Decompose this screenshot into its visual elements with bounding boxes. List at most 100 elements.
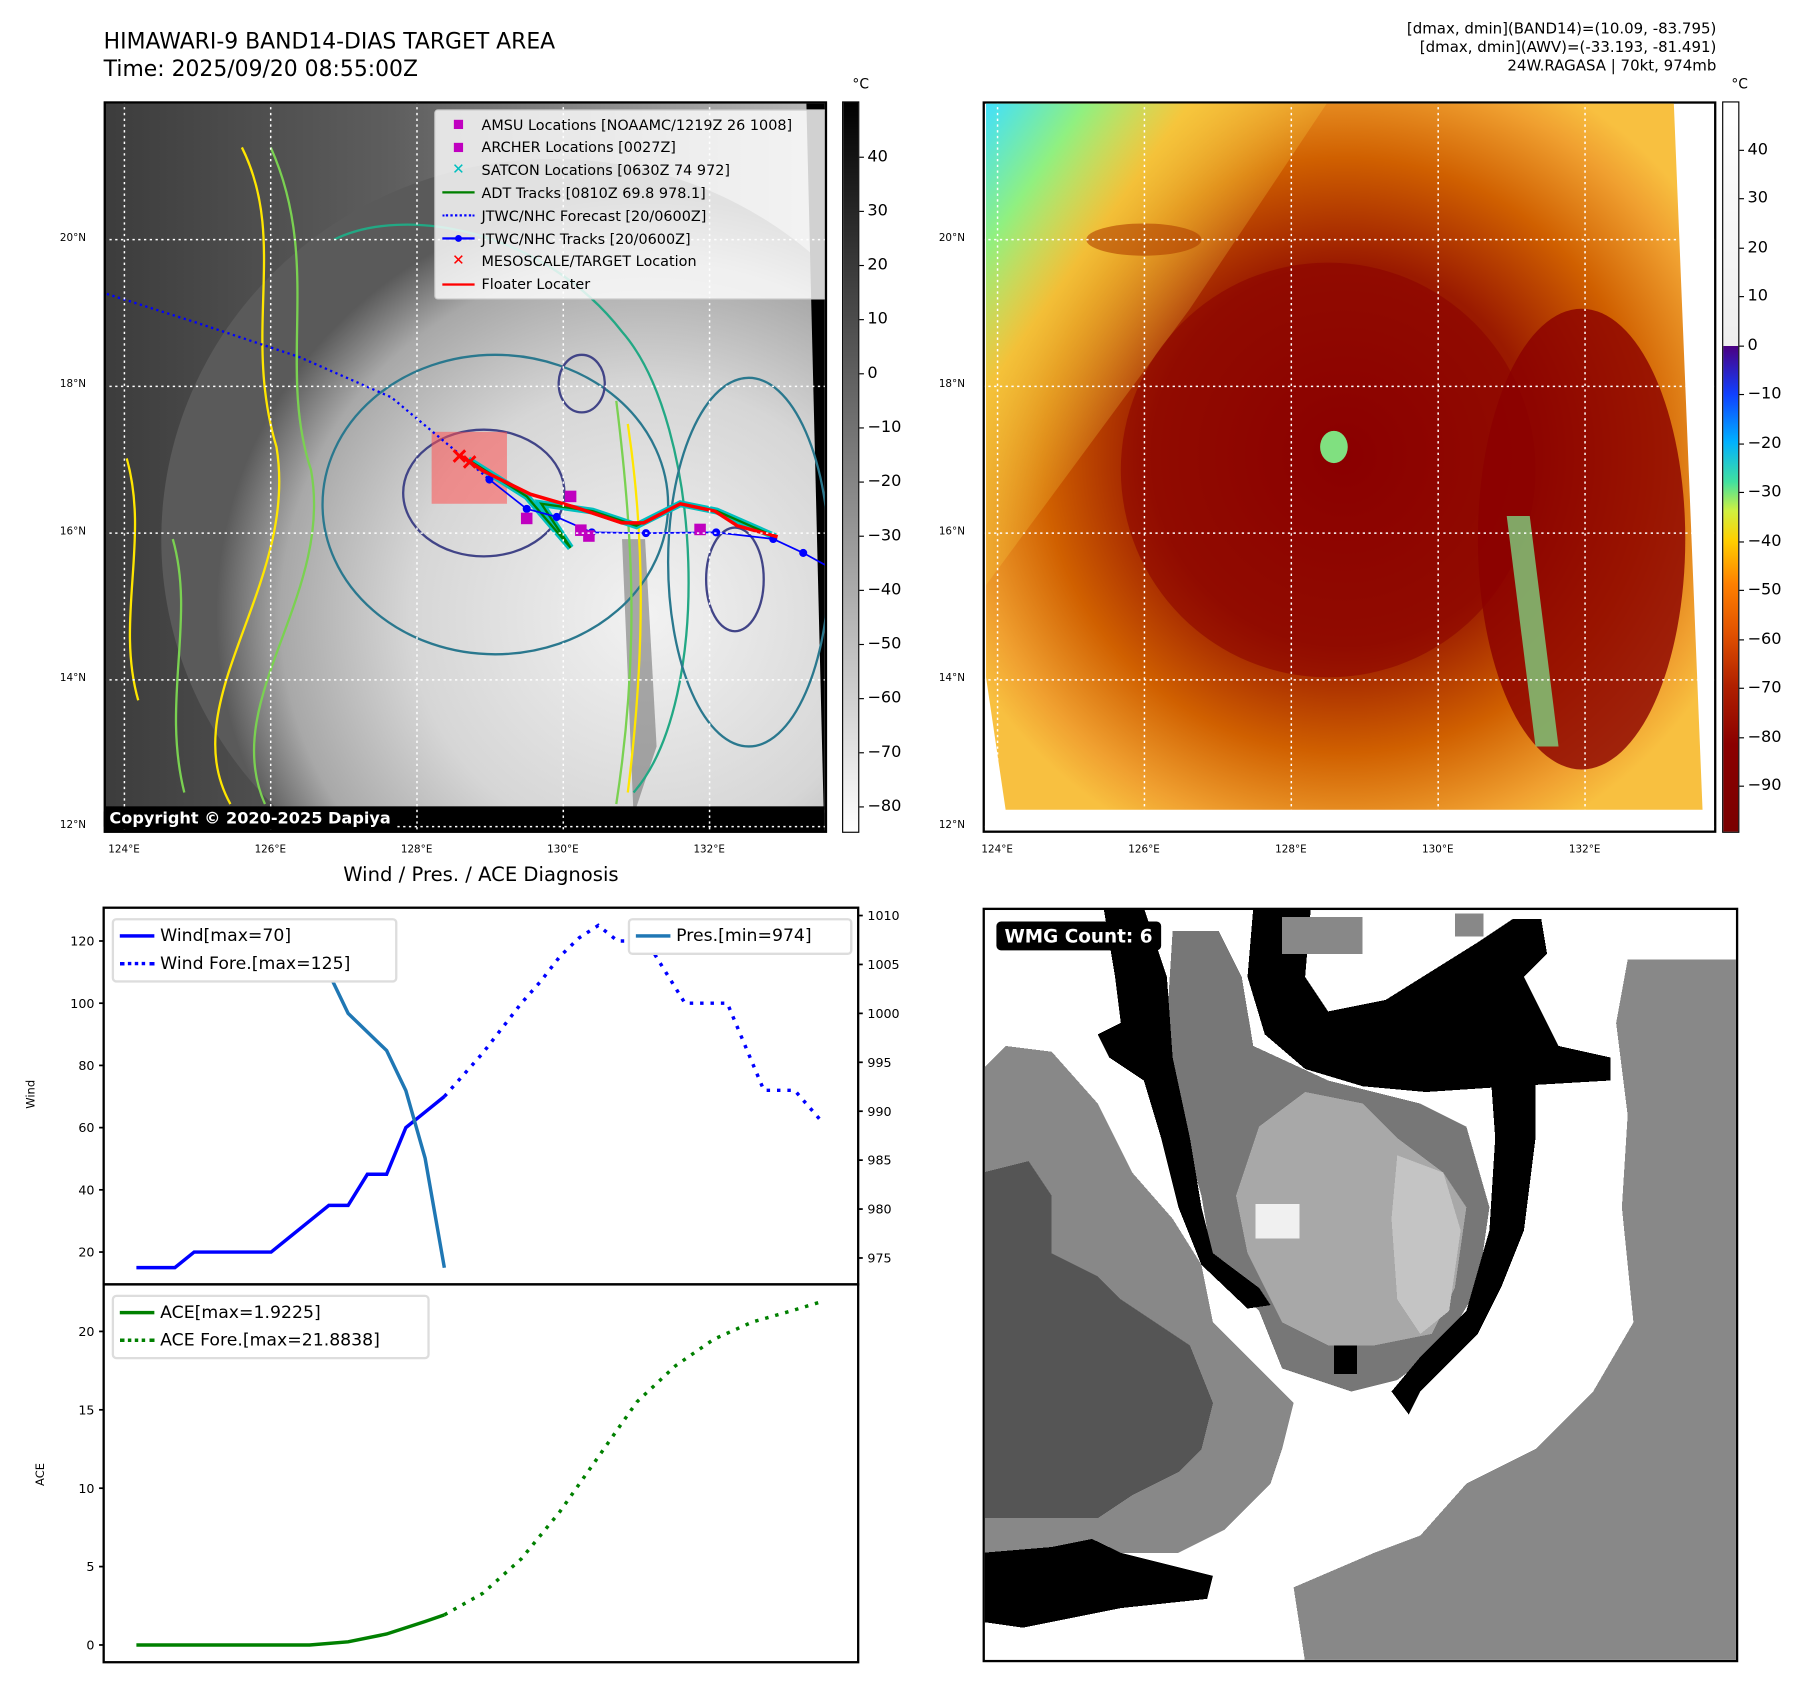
awv-map-panel <box>982 101 1717 833</box>
lat-tick-label: 20°N <box>938 232 965 245</box>
pressure-axis-tick-label: 980 <box>867 1202 891 1217</box>
legend-pressure: Pres.[min=974] <box>676 924 812 946</box>
map-shape <box>615 400 633 805</box>
map-legend-item: JTWC/NHC Forecast [20/0600Z] <box>435 204 706 227</box>
pressure-axis-tick-label: 1005 <box>867 957 899 972</box>
colorbar-tick <box>859 427 864 429</box>
map-legend: AMSU Locations [NOAAMC/1219Z 26 1008] ARC… <box>434 109 825 300</box>
colorbar-tick-label: 40 <box>867 147 888 166</box>
lon-tick-label: 130°E <box>547 844 579 856</box>
title-line-1: HIMAWARI-9 BAND14-DIAS TARGET AREA <box>103 28 556 55</box>
jtwc-track-point <box>485 475 494 484</box>
wind-axis-tick-label: 100 <box>70 996 94 1011</box>
colorbar-tick <box>859 481 864 483</box>
ace-axes <box>102 1283 860 1664</box>
awv-map-image <box>984 103 1715 831</box>
ace-axis-tick-label: 20 <box>78 1324 94 1339</box>
lat-tick-label: 14°N <box>59 672 87 685</box>
ace-axis-tick-label: 10 <box>78 1481 94 1496</box>
title-time: Time: 2025/09/20 08:55:00Z <box>103 56 418 82</box>
colorbar-tick-label: −30 <box>867 526 902 545</box>
jtwc-track-point <box>522 504 531 513</box>
lat-tick-label: 12°N <box>59 819 87 832</box>
map-shape <box>321 353 670 656</box>
lon-tick-label: 126°E <box>254 844 287 856</box>
colorbar-tick <box>1739 247 1745 249</box>
colorbar-right <box>1722 101 1740 833</box>
lon-tick-label: 128°E <box>400 844 433 856</box>
colorbar-tick-label: −80 <box>867 797 902 816</box>
colorbar-tick <box>1739 443 1745 445</box>
map-shape <box>125 458 140 701</box>
map-shape <box>1293 959 1736 1660</box>
copyright-label: Copyright © 2020-2025 Dapiya <box>103 808 397 830</box>
jtwc-track-point <box>552 512 561 521</box>
map-shape <box>1097 910 1271 1309</box>
colorbar-tick-label: −10 <box>1747 385 1782 404</box>
map-legend-label: MESOSCALE/TARGET Location <box>481 252 697 270</box>
colorbar-tick-label: −10 <box>867 418 902 437</box>
map-shape <box>1506 516 1559 747</box>
info-awv: [dmax, dmin](AWV)=(-33.193, -81.491) <box>1419 39 1717 57</box>
map-legend-label: JTWC/NHC Tracks [20/0600Z] <box>481 229 691 248</box>
colorbar-left <box>842 101 860 833</box>
line-legend-icon <box>435 191 481 194</box>
colorbar-left-unit: °C <box>852 76 869 93</box>
colorbar-tick <box>859 264 864 266</box>
pressure-axis-tick-label: 995 <box>867 1055 891 1070</box>
lat-tick-label: 18°N <box>938 379 965 391</box>
colorbar-tick-label: −70 <box>1747 678 1782 698</box>
lon-tick-label: 124°E <box>981 844 1013 856</box>
ir-map-panel: AMSU Locations [NOAAMC/1219Z 26 1008] ARC… <box>103 101 828 833</box>
target-marker <box>452 449 467 463</box>
info-band14: [dmax, dmin](BAND14)=(10.09, -83.795) <box>1406 20 1717 39</box>
map-legend-item: ✕ MESOSCALE/TARGET Location <box>435 250 696 273</box>
info-storm: 24W.RAGASA | 70kt, 974mb <box>1507 57 1717 75</box>
legend-ace: ACE[max=1.9225] <box>160 1301 321 1323</box>
lat-tick-label: 20°N <box>59 232 87 245</box>
wind-axis-tick-label: 20 <box>78 1245 94 1260</box>
map-shape <box>171 538 186 793</box>
colorbar-tick-label: 0 <box>1747 336 1758 355</box>
map-shape <box>106 292 825 566</box>
wind-axis-tick-label: 80 <box>78 1058 94 1073</box>
wmg-image <box>984 910 1736 1660</box>
colorbar-tick-label: 20 <box>867 255 888 275</box>
colorbar-tick-label: −70 <box>867 742 902 762</box>
floater-track <box>459 454 779 539</box>
map-legend-label: JTWC/NHC Forecast [20/0600Z] <box>481 206 707 225</box>
map-shape <box>214 146 281 805</box>
colorbar-tick <box>1739 296 1745 298</box>
map-shape <box>986 103 1327 586</box>
map-legend-item: ARCHER Locations [0027Z] <box>435 136 676 159</box>
ace-axis-tick-label: 15 <box>78 1402 94 1417</box>
wind-pressure-ace-chart: 2040608010012097598098599099510001005101… <box>24 906 900 1664</box>
jtwc-track-point <box>799 548 808 557</box>
colorbar-tick-label: 40 <box>1747 140 1768 159</box>
legend-wind: Wind[max=70] <box>160 924 292 946</box>
amsu-marker <box>575 524 587 536</box>
lon-tick-label: 126°E <box>1128 844 1160 856</box>
wind-axis-label: Wind <box>24 1080 38 1109</box>
colorbar-tick <box>859 643 864 645</box>
colorbar-tick-label: 20 <box>1747 238 1768 257</box>
chart-title: Wind / Pres. / ACE Diagnosis <box>343 863 619 887</box>
map-shape <box>557 353 606 414</box>
target-marker <box>462 455 477 469</box>
pressure-axis-tick-label: 1000 <box>867 1006 899 1021</box>
map-shape <box>666 376 825 748</box>
info-text: [dmax, dmin](BAND14)=(10.09, -83.795) [d… <box>1407 21 1717 76</box>
colorbar-tick-label: −50 <box>867 634 902 654</box>
x-legend-icon: ✕ <box>452 252 465 270</box>
colorbar-tick-label: −90 <box>1747 776 1782 795</box>
map-shape <box>1255 1203 1300 1239</box>
map-shape <box>984 1538 1213 1628</box>
map-shape <box>1320 430 1348 464</box>
line-legend-icon <box>435 282 481 286</box>
map-shape <box>402 428 566 558</box>
colorbar-right-unit: °C <box>1731 76 1748 93</box>
colorbar-tick <box>1739 687 1745 689</box>
map-legend-item: ✕ SATCON Locations [0630Z 74 972] <box>435 158 730 181</box>
map-shape <box>1333 1345 1357 1375</box>
ace-legend: ACE[max=1.9225] ACE Fore.[max=21.8838] <box>111 1294 430 1360</box>
